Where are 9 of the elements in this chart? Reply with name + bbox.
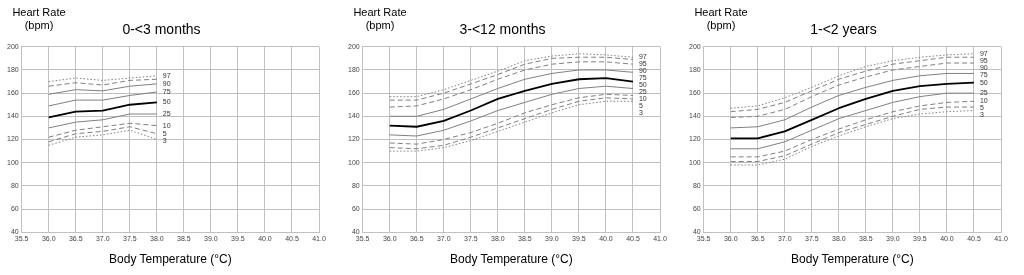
y-axis-title: Heart Rate (bpm) <box>693 6 749 32</box>
y-axis-title: Heart Rate (bpm) <box>11 6 67 32</box>
y-axis-title: Heart Rate (bpm) <box>352 6 408 32</box>
x-axis-title: Body Temperature (°C) <box>791 252 914 267</box>
chart-title: 3-<12 months <box>459 21 546 38</box>
chart-title: 0-<3 months <box>122 21 201 38</box>
x-axis-title: Body Temperature (°C) <box>109 252 232 267</box>
x-axis-title: Body Temperature (°C) <box>450 252 573 267</box>
chart-title: 1-<2 years <box>810 21 877 38</box>
